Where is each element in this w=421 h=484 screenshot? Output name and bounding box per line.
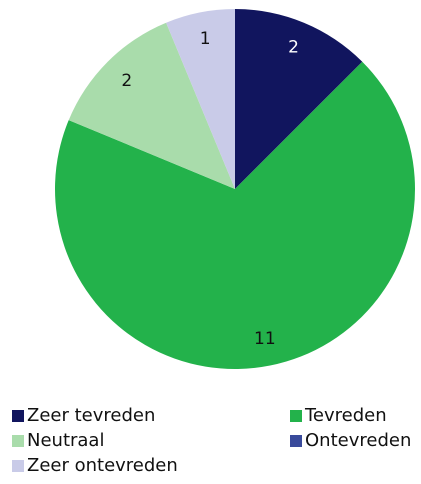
pie-slice	[68, 22, 235, 189]
legend-label: Zeer tevreden	[27, 405, 155, 426]
value-label: 11	[254, 329, 276, 349]
pie-slice	[55, 61, 416, 370]
legend-label: Tevreden	[304, 405, 387, 426]
value-label: 2	[121, 71, 132, 91]
legend-swatch	[12, 410, 24, 422]
pie-slice	[166, 8, 235, 189]
value-label: 2	[288, 38, 299, 58]
legend-swatch	[12, 435, 24, 447]
pie-slice	[235, 9, 363, 189]
legend-swatch	[290, 410, 302, 422]
legend-label: Neutraal	[27, 430, 104, 451]
legend-swatch	[12, 460, 24, 472]
legend-swatch	[290, 435, 302, 447]
value-label: 1	[200, 29, 211, 49]
legend-label: Ontevreden	[305, 430, 411, 451]
legend-label: Zeer ontevreden	[27, 455, 178, 476]
